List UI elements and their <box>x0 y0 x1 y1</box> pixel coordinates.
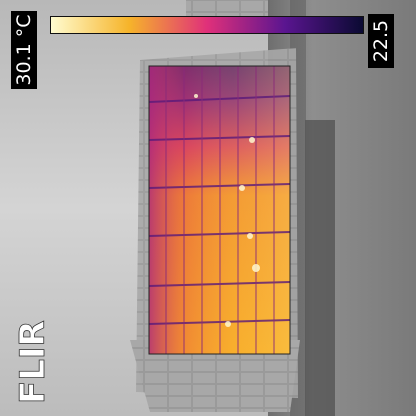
max-temperature-label: 30.1 °C <box>11 11 37 89</box>
temperature-color-scale <box>50 16 364 34</box>
svg-text:FLIR: FLIR <box>13 320 53 404</box>
min-temperature-label: 22.5 <box>368 14 394 68</box>
wall-dark-stain <box>305 120 335 416</box>
thermal-panel <box>148 65 291 355</box>
flir-logo: FLIR <box>13 320 54 405</box>
